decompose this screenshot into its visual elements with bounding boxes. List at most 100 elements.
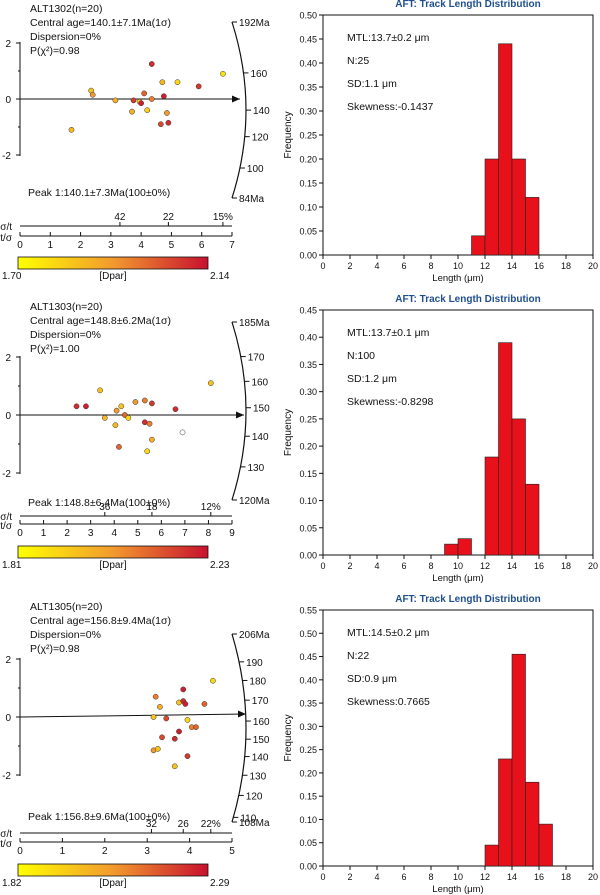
peak-label: Peak 1:140.1±7.3Ma(100±0%) [28,187,170,199]
radial-data-point [101,415,108,421]
sample-label: ALT1305(n=20) [30,601,102,613]
t-sigma-tick-label: 7 [229,240,235,251]
x-tick-label: 20 [588,261,598,271]
sigma-axis-title: σ/t [0,222,12,233]
x-tick-label: 16 [534,561,544,571]
radial-data-point [193,724,199,731]
radial-plots-layer: ALT1302(n=20) Central age=140.1±7.1Ma(1σ)… [0,3,270,889]
dpar-label: [Dpar] [99,271,126,282]
age-arc [231,633,247,823]
radial-data-point [150,714,157,720]
histogram-bar [525,781,540,867]
age-arc [231,21,247,199]
sample-label: ALT1303(n=20) [30,301,102,313]
y-tick-label: 0.10 [299,815,317,825]
radial-data-point [149,400,155,407]
radial-data-point [125,415,132,421]
radial-data-point [149,436,155,443]
y-tick-label: 0.35 [299,360,317,370]
sigma-axis-title: σ/t [0,512,12,523]
radial-data-point [207,380,214,386]
t-sigma-tick-label: 2 [78,240,84,251]
histogram-bar [498,758,513,867]
stat-label: MTL:13.7±0.1 μm [347,327,430,339]
radial-data-point [220,70,226,77]
arc-tick-label: 100 [247,164,264,175]
radial-data-point [148,61,155,67]
x-tick-label: 8 [428,561,433,571]
sigma-tick-label: 26 [178,819,190,830]
radial-data-point [195,83,202,90]
x-tick-label: 8 [428,872,433,882]
radial-data-point [141,419,148,426]
stat-label: MTL:14.5±0.2 μm [347,627,430,639]
dpar-colorbar [17,545,209,559]
central-age-label: Central age=148.8±6.2Ma(1σ) [30,315,171,327]
t-sigma-tick-label: 5 [135,528,141,539]
radial-data-point [154,746,161,752]
radial-data-point [138,100,144,107]
histogram-bar [498,342,513,556]
radial-data-point [174,79,181,86]
arc-tick-label: 140 [252,432,269,443]
arc-tick-label: 170 [252,696,269,707]
radial-data-point [157,704,163,710]
x-tick-label: 0 [320,561,325,571]
histogram-bar [511,158,526,256]
y-tick-label: 0.00 [299,862,317,872]
radial-data-point [157,121,164,128]
t-sigma-tick-label: 0 [17,240,23,251]
histogram-bar [511,418,526,556]
arc-tick-label: 110 [240,813,256,824]
sigma-tick-label: 15% [213,212,233,223]
radial-data-point [116,444,122,450]
histogram-bar [525,483,540,556]
radial-data-point [161,93,167,100]
y-tick-label: 0.30 [299,107,317,117]
radial-data-point [159,79,166,86]
z-tick-label: 2 [5,655,11,666]
radial-data-point [179,429,186,436]
y-tick-label: 0.20 [299,768,317,778]
histogram-bar [484,158,499,256]
sigma-tick-label: 12% [201,502,221,513]
radial-plot-1: ALT1302(n=20) Central age=140.1±7.1Ma(1σ)… [0,3,270,282]
z-tick-label: 0 [5,95,11,106]
y-tick-label: 0.25 [299,414,317,424]
p-chi2-label: P(χ²)=0.98 [30,643,80,655]
dpar-label: [Dpar] [99,560,126,571]
y-tick-label: 0.50 [299,11,317,21]
arc-tick-label: 140 [253,106,270,117]
radial-data-point [146,420,153,427]
arc-tick-label: 130 [249,771,266,782]
y-tick-label: 0.35 [299,83,317,93]
radial-data-point [165,119,172,126]
t-sigma-tick-label: 3 [108,240,114,251]
radial-data-point [176,728,182,735]
dpar-colorbar [17,863,209,877]
radial-data-point [112,97,119,104]
y-axis-label: Frequency [283,714,294,761]
t-sigma-tick-label: 7 [182,528,188,539]
t-sigma-tick-label: 5 [229,846,235,857]
x-tick-label: 4 [374,872,379,882]
y-tick-label: 0.35 [299,699,317,709]
radial-data-point [141,90,148,97]
x-tick-label: 10 [453,872,463,882]
y-tick-label: 0.25 [299,131,317,141]
t-sigma-tick-label: 8 [206,528,212,539]
dpar-min-label: 1.81 [2,560,22,571]
dpar-max-label: 2.14 [210,271,230,282]
y-tick-label: 0.40 [299,59,317,69]
dpar-min-label: 1.82 [2,878,22,889]
y-axis-label: Frequency [283,409,294,456]
z-tick-label: -2 [2,151,11,162]
histogram-title: AFT: Track Length Distribution [395,0,541,10]
stat-label: Skewness:-0.8298 [347,396,434,408]
t-sigma-axis-title: t/σ [0,521,13,532]
arc-tick-label: 180 [249,676,266,687]
central-age-arrowhead [232,95,240,103]
radial-data-point [184,717,191,723]
radial-data-point [83,403,89,410]
x-tick-label: 0 [320,872,325,882]
